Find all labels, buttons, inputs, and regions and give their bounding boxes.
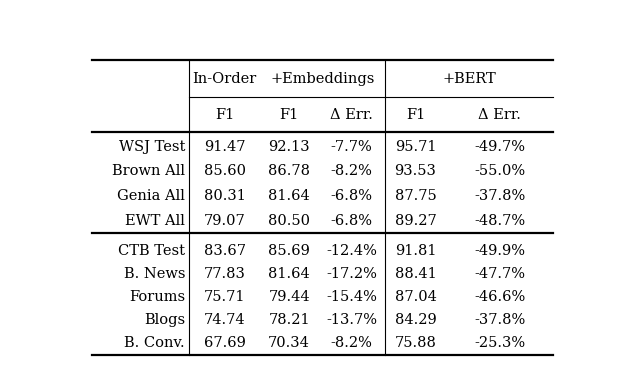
Text: -15.4%: -15.4%: [326, 290, 377, 304]
Text: -13.7%: -13.7%: [326, 313, 377, 327]
Text: F1: F1: [215, 108, 234, 122]
Text: 75.88: 75.88: [394, 336, 436, 350]
Text: 74.74: 74.74: [204, 313, 246, 327]
Text: -6.8%: -6.8%: [330, 214, 373, 228]
Text: 81.64: 81.64: [268, 267, 310, 281]
Text: -8.2%: -8.2%: [330, 164, 373, 179]
Text: F1: F1: [280, 108, 299, 122]
Text: 87.04: 87.04: [394, 290, 436, 304]
Text: -46.6%: -46.6%: [474, 290, 525, 304]
Text: Forums: Forums: [129, 290, 185, 304]
Text: 75.71: 75.71: [204, 290, 246, 304]
Text: 87.75: 87.75: [394, 189, 436, 203]
Text: F1: F1: [406, 108, 425, 122]
Text: B. News: B. News: [123, 267, 185, 281]
Text: 77.83: 77.83: [203, 267, 246, 281]
Text: -6.8%: -6.8%: [330, 189, 373, 203]
Text: 92.13: 92.13: [268, 140, 310, 154]
Text: 86.78: 86.78: [268, 164, 310, 179]
Text: -7.7%: -7.7%: [330, 140, 372, 154]
Text: 80.31: 80.31: [203, 189, 246, 203]
Text: Genia All: Genia All: [117, 189, 185, 203]
Text: 88.41: 88.41: [394, 267, 436, 281]
Text: -48.7%: -48.7%: [474, 214, 525, 228]
Text: +BERT: +BERT: [442, 72, 496, 86]
Text: 79.07: 79.07: [203, 214, 246, 228]
Text: 81.64: 81.64: [268, 189, 310, 203]
Text: B. Conv.: B. Conv.: [125, 336, 185, 350]
Text: 89.27: 89.27: [394, 214, 436, 228]
Text: -25.3%: -25.3%: [474, 336, 525, 350]
Text: -37.8%: -37.8%: [474, 313, 525, 327]
Text: -12.4%: -12.4%: [326, 244, 377, 258]
Text: CTB Test: CTB Test: [118, 244, 185, 258]
Text: Δ Err.: Δ Err.: [478, 108, 521, 122]
Text: WSJ Test: WSJ Test: [118, 140, 185, 154]
Text: Blogs: Blogs: [144, 313, 185, 327]
Text: -37.8%: -37.8%: [474, 189, 525, 203]
Text: -49.7%: -49.7%: [474, 140, 525, 154]
Text: 70.34: 70.34: [268, 336, 310, 350]
Text: 85.69: 85.69: [268, 244, 310, 258]
Text: 93.53: 93.53: [394, 164, 436, 179]
Text: 95.71: 95.71: [395, 140, 436, 154]
Text: 67.69: 67.69: [203, 336, 246, 350]
Text: 85.60: 85.60: [203, 164, 246, 179]
Text: 80.50: 80.50: [268, 214, 310, 228]
Text: 78.21: 78.21: [268, 313, 310, 327]
Text: 91.47: 91.47: [204, 140, 246, 154]
Text: -49.9%: -49.9%: [474, 244, 525, 258]
Text: In-Order: In-Order: [192, 72, 257, 86]
Text: -17.2%: -17.2%: [326, 267, 377, 281]
Text: -47.7%: -47.7%: [474, 267, 525, 281]
Text: -8.2%: -8.2%: [330, 336, 373, 350]
Text: 84.29: 84.29: [394, 313, 436, 327]
Text: 79.44: 79.44: [268, 290, 310, 304]
Text: +Embeddings: +Embeddings: [270, 72, 374, 86]
Text: 91.81: 91.81: [395, 244, 436, 258]
Text: EWT All: EWT All: [125, 214, 185, 228]
Text: 83.67: 83.67: [203, 244, 246, 258]
Text: Δ Err.: Δ Err.: [330, 108, 373, 122]
Text: Brown All: Brown All: [112, 164, 185, 179]
Text: -55.0%: -55.0%: [474, 164, 525, 179]
